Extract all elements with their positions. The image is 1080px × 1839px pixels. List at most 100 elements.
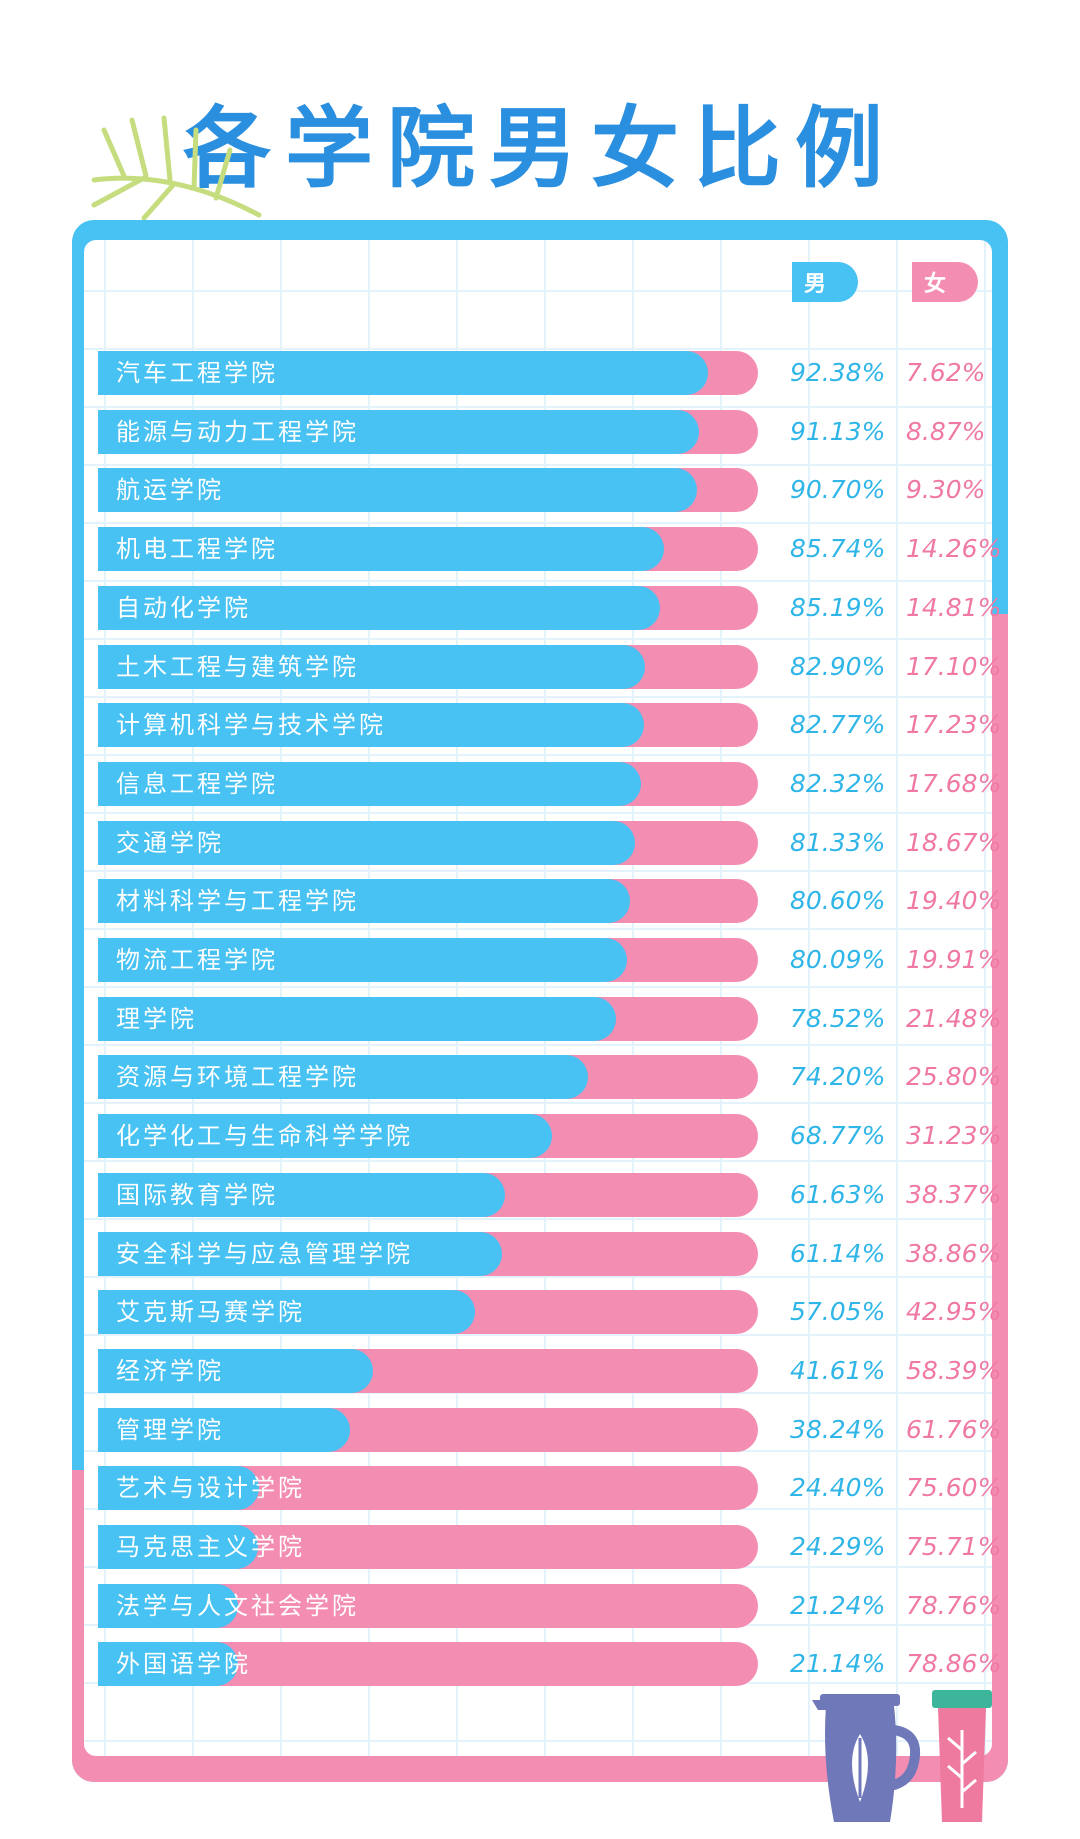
category-label: 经济学院: [116, 1357, 224, 1385]
male-bar: [98, 762, 641, 806]
male-bar: [98, 1349, 373, 1393]
male-bar: [98, 938, 627, 982]
bar-row: 法学与人文社会学院: [98, 1584, 758, 1628]
female-value-label: 58.39%: [906, 1356, 1002, 1385]
category-label: 理学院: [116, 1005, 197, 1033]
bar-row: 化学化工与生命科学学院: [98, 1114, 758, 1158]
male-value-label: 24.29%: [790, 1532, 886, 1561]
page-title: 各学院男女比例: [182, 97, 897, 200]
male-bar: [98, 879, 630, 923]
male-bar: [98, 1408, 350, 1452]
female-value-label: 9.30%: [906, 475, 986, 504]
bar-row: 艺术与设计学院: [98, 1466, 758, 1510]
category-label: 材料科学与工程学院: [116, 887, 359, 915]
female-value-label: 17.68%: [906, 769, 1002, 798]
male-bar: [98, 1525, 258, 1569]
male-value-label: 68.77%: [790, 1121, 886, 1150]
female-value-label: 17.10%: [906, 652, 1002, 681]
category-label: 计算机科学与技术学院: [116, 711, 386, 739]
category-label: 汽车工程学院: [116, 359, 278, 387]
male-bar: [98, 1114, 552, 1158]
female-value-label: 61.76%: [906, 1415, 1002, 1444]
bar-row: 艾克斯马赛学院: [98, 1290, 758, 1334]
male-bar: [98, 1232, 502, 1276]
male-value-label: 24.40%: [790, 1473, 886, 1502]
male-value-label: 21.14%: [790, 1649, 886, 1678]
male-bar: [98, 351, 708, 395]
category-label: 安全科学与应急管理学院: [116, 1240, 413, 1268]
female-value-label: 38.86%: [906, 1239, 1002, 1268]
category-label: 能源与动力工程学院: [116, 418, 359, 446]
category-label: 交通学院: [116, 829, 224, 857]
male-bar: [98, 1173, 505, 1217]
male-bar: [98, 1584, 238, 1628]
female-value-label: 17.23%: [906, 710, 1002, 739]
female-value-label: 75.71%: [906, 1532, 1002, 1561]
category-label: 艺术与设计学院: [116, 1474, 305, 1502]
category-label: 航运学院: [116, 476, 224, 504]
category-label: 化学化工与生命科学学院: [116, 1122, 413, 1150]
male-value-label: 41.61%: [790, 1356, 886, 1385]
bar-row: 材料科学与工程学院: [98, 879, 758, 923]
male-bar: [98, 821, 635, 865]
frame-accent-right: [990, 614, 1008, 1494]
male-value-label: 90.70%: [790, 475, 886, 504]
legend-female: 女: [912, 262, 978, 302]
category-label: 艾克斯马赛学院: [116, 1298, 305, 1326]
male-value-label: 82.90%: [790, 652, 886, 681]
male-bar: [98, 527, 664, 571]
male-value-label: 80.09%: [790, 945, 886, 974]
female-value-label: 78.76%: [906, 1591, 1002, 1620]
male-value-label: 92.38%: [790, 358, 886, 387]
bar-row: 马克思主义学院: [98, 1525, 758, 1569]
female-value-label: 7.62%: [906, 358, 986, 387]
male-bar: [98, 1055, 588, 1099]
bar-row: 汽车工程学院: [98, 351, 758, 395]
category-label: 马克思主义学院: [116, 1533, 305, 1561]
category-label: 外国语学院: [116, 1650, 251, 1678]
legend-male: 男: [792, 262, 858, 302]
female-value-label: 19.91%: [906, 945, 1002, 974]
bar-row: 资源与环境工程学院: [98, 1055, 758, 1099]
category-label: 管理学院: [116, 1416, 224, 1444]
male-value-label: 61.14%: [790, 1239, 886, 1268]
male-value-label: 78.52%: [790, 1004, 886, 1033]
male-bar: [98, 410, 699, 454]
bar-row: 交通学院: [98, 821, 758, 865]
female-value-label: 78.86%: [906, 1649, 1002, 1678]
category-label: 国际教育学院: [116, 1181, 278, 1209]
male-value-label: 85.19%: [790, 593, 886, 622]
category-label: 物流工程学院: [116, 946, 278, 974]
male-value-label: 81.33%: [790, 828, 886, 857]
female-value-label: 38.37%: [906, 1180, 1002, 1209]
male-value-label: 82.77%: [790, 710, 886, 739]
female-value-label: 42.95%: [906, 1297, 1002, 1326]
male-value-label: 61.63%: [790, 1180, 886, 1209]
bar-row: 外国语学院: [98, 1642, 758, 1686]
male-value-label: 80.60%: [790, 886, 886, 915]
female-value-label: 19.40%: [906, 886, 1002, 915]
female-value-label: 31.23%: [906, 1121, 1002, 1150]
male-value-label: 21.24%: [790, 1591, 886, 1620]
male-bar: [98, 468, 697, 512]
male-bar: [98, 997, 616, 1041]
category-label: 信息工程学院: [116, 770, 278, 798]
jug-icon: [812, 1690, 992, 1822]
bar-row: 国际教育学院: [98, 1173, 758, 1217]
male-bar: [98, 1642, 238, 1686]
bar-row: 物流工程学院: [98, 938, 758, 982]
male-value-label: 82.32%: [790, 769, 886, 798]
male-bar: [98, 586, 660, 630]
male-value-label: 74.20%: [790, 1062, 886, 1091]
male-bar: [98, 645, 645, 689]
bar-row: 经济学院: [98, 1349, 758, 1393]
bar-row: 土木工程与建筑学院: [98, 645, 758, 689]
male-value-label: 38.24%: [790, 1415, 886, 1444]
category-label: 资源与环境工程学院: [116, 1063, 359, 1091]
leaf-decoration-icon: [91, 115, 262, 220]
female-value-label: 25.80%: [906, 1062, 1002, 1091]
male-value-label: 91.13%: [790, 417, 886, 446]
male-bar: [98, 1466, 259, 1510]
category-label: 机电工程学院: [116, 535, 278, 563]
female-value-label: 75.60%: [906, 1473, 1002, 1502]
